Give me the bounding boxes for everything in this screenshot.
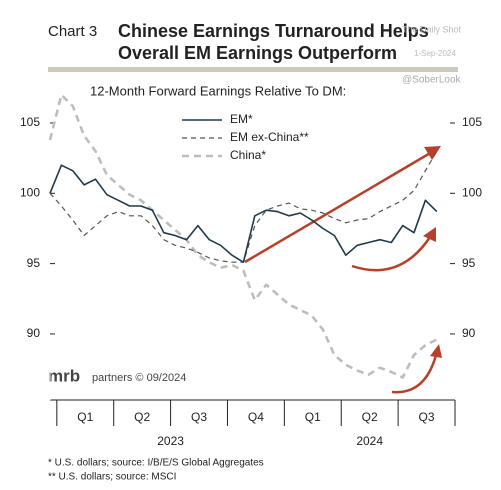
arrow (244, 150, 433, 264)
x-tick-label: Q3 (191, 410, 207, 424)
x-tick-label: Q3 (419, 410, 435, 424)
y-tick-label: 105 (20, 115, 40, 129)
x-tick-label: Q1 (305, 410, 321, 424)
footnote: * U.S. dollars; source: I/B/E/S Global A… (48, 458, 264, 469)
logo: mrb (48, 366, 80, 385)
arrow-head (430, 344, 442, 358)
y-tick-label: 100 (462, 185, 482, 199)
x-group-label: 2023 (157, 434, 184, 448)
y-tick-label: 105 (462, 115, 482, 129)
chart-title: Chinese Earnings Turnaround Helps (118, 21, 429, 41)
watermark: @SoberLook (402, 75, 462, 86)
y-tick-label: 95 (462, 256, 476, 270)
logo-text: partners © 09/2024 (92, 372, 186, 384)
series-line (49, 164, 438, 263)
watermark: The Daily Shot (402, 24, 462, 34)
footnote: ** U.S. dollars; source: MSCI (48, 472, 176, 483)
x-tick-label: Q2 (134, 410, 150, 424)
x-group-label: 2024 (356, 434, 383, 448)
arrow-head (423, 227, 436, 242)
series-line (48, 93, 438, 379)
x-tick-label: Q4 (248, 410, 264, 424)
arrow (391, 354, 438, 394)
x-tick-label: Q2 (362, 410, 378, 424)
y-tick-label: 90 (462, 326, 476, 340)
annotation-arrows (244, 146, 442, 394)
arrow (351, 236, 432, 272)
y-tick-label: 90 (27, 326, 41, 340)
x-tick-label: Q1 (77, 410, 93, 424)
legend-label: EM ex-China** (230, 130, 309, 144)
title-rule (48, 67, 458, 72)
y-tick-label: 100 (20, 185, 40, 199)
subtitle: 12-Month Forward Earnings Relative To DM… (90, 83, 346, 98)
chart-label: Chart 3 (48, 23, 97, 40)
legend-label: China* (230, 148, 266, 162)
y-tick-label: 95 (27, 256, 41, 270)
arrow-head (424, 146, 441, 160)
legend-label: EM* (230, 112, 253, 126)
watermark: 1-Sep-2024 (414, 49, 456, 58)
chart-title-line2: Overall EM Earnings Outperform (118, 43, 397, 63)
